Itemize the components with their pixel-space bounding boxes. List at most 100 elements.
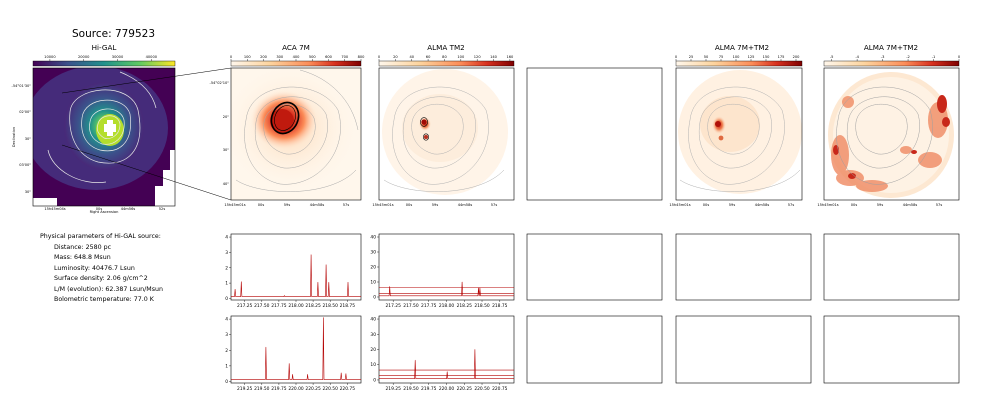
spectrum-x-tick-label: 220.00 (288, 386, 304, 392)
colorbar-tick-label: 100 (244, 55, 252, 59)
zoom-ra-tick: 57s (491, 203, 498, 207)
higal-dec-tick: 03'00" (19, 163, 31, 167)
panel-title: Hi-GAL (92, 43, 117, 52)
zoom-connector-top (61, 67, 232, 94)
spectrum-peak (340, 372, 342, 374)
spectrum-x-tick-label: 218.25 (305, 303, 321, 309)
spectrum-frame (378, 233, 515, 301)
zoom-ra-tick: 15h45m01s (669, 203, 690, 207)
dynamic-layer: Hi-GAL ACA 7M ALMA TM2 ALMA 7M+TM2 ALMA 7M+T… (12, 43, 961, 392)
physical-parameters: Physical parameters of Hi-GAL source: Di… (40, 232, 163, 306)
spectrum-y-tick-label: 30 (370, 250, 376, 256)
zoom-dec-tick: -54°02'10" (210, 81, 230, 85)
spectrum-peak (284, 295, 285, 296)
spectrum-x-tick-label: 218.00 (288, 303, 304, 309)
empty-spectrum-panel (823, 315, 960, 384)
empty-spectrum-panel (823, 233, 960, 301)
higal-dec-tick: -54°01'30" (12, 84, 32, 88)
spectrum-x-tick-label: 218.50 (474, 303, 490, 309)
info-line: Mass: 648.8 Msun (54, 254, 111, 261)
spectrum-peak (479, 287, 481, 289)
spectrum-x-tick-label: 217.50 (403, 303, 419, 309)
spectrum-y-tick-label: 0 (373, 295, 376, 301)
colorbar-tick-label: 20000 (78, 55, 90, 59)
spectrum-peak (288, 363, 290, 364)
higal-dec-tick: 30" (25, 137, 32, 141)
spectrum-peak (389, 286, 390, 287)
zoom-dec-tick: 40" (223, 182, 230, 186)
zoom-connector-bottom (61, 144, 232, 201)
spectrum-x-tick-label: 218.50 (323, 303, 339, 309)
higal-y-label: Declination (12, 127, 16, 147)
spectrum-x-tick-label: 220.50 (323, 386, 339, 392)
colorbar-tick-label: 125 (748, 55, 755, 59)
spectrum-x-tick-label: 220.50 (474, 386, 490, 392)
zoom-dec-tick: 30" (223, 148, 230, 152)
colorbar-tick-label: 700 (341, 55, 349, 59)
colorbar-tick-label: 20 (393, 55, 398, 59)
zoom-ra-tick: 44m58s (755, 203, 770, 207)
colorbar-tick-label: 160 (506, 55, 514, 59)
spectrum-line (379, 281, 514, 297)
spectrum-x-tick-label: 220.25 (305, 386, 321, 392)
colorbar-tick-label: 30000 (112, 55, 124, 59)
spectrum-x-tick-label: 220.75 (340, 386, 356, 392)
colorbar-tick-label: 500 (309, 55, 317, 59)
spectrum-y-tick-label: 40 (370, 317, 376, 323)
panel-title: ALMA TM2 (427, 43, 465, 52)
spectrum-y-tick-label: 3 (225, 332, 228, 338)
spectrum-x-tick-label: 219.50 (403, 386, 419, 392)
higal-dec-tick: 30" (25, 190, 32, 194)
higal-x-label: Right Ascension (90, 210, 119, 214)
zoom-ra-tick: 00s (851, 203, 858, 207)
info-line: Luminosity: 40476.7 Lsun (54, 264, 135, 272)
colorbar-tick-label: 0 (675, 55, 678, 59)
empty-spectrum-panel (526, 315, 663, 384)
spectrum-y-tick-label: 1 (225, 363, 228, 369)
colorbar-tick-label: 200 (793, 55, 801, 59)
colorbar-tick-label: 50 (704, 55, 709, 59)
higal-ra-tick: 00s (96, 207, 103, 211)
zoom-ra-tick: 44m58s (458, 203, 473, 207)
spectrum-x-tick-label: 219.75 (421, 386, 437, 392)
higal-ra-tick: 52s (159, 207, 166, 211)
spectrum-x-tick-label: 219.25 (237, 386, 253, 392)
spectrum-y-tick-label: 1 (225, 281, 228, 287)
spectrum-peak (241, 281, 242, 282)
spectrum-x-tick-label: 217.75 (271, 303, 287, 309)
spectrum-peak (310, 254, 312, 255)
spectrum-y-tick-label: 2 (225, 265, 228, 271)
zoom-ra-tick: 15h45m01s (372, 203, 393, 207)
spectrum-x-tick-label: 218.75 (340, 303, 356, 309)
spectrum-peak (307, 374, 308, 375)
info-line: Distance: 2580 pc (54, 243, 112, 251)
zoom-ra-tick: 57s (936, 203, 943, 207)
spectrum-line (231, 254, 361, 297)
colorbar-tick-label: 150 (763, 55, 771, 59)
spectrum-peak (328, 282, 330, 283)
panel-title: ALMA 7M+TM2 (715, 43, 769, 52)
spectrum-peak (414, 359, 416, 361)
spectrum-peak (461, 281, 463, 283)
info-line: L/M (evolution): 62.387 Lsun/Msun (54, 285, 163, 293)
zoom-ra-tick: 57s (788, 203, 795, 207)
spectrum-y-tick-label: 20 (370, 265, 376, 271)
spectrum-y-tick-label: 10 (370, 362, 376, 368)
spectrum-peak (234, 289, 236, 290)
zoom-dec-tick: 20" (223, 115, 230, 119)
colorbar-tick-label: 40 (409, 55, 414, 59)
spectrum-y-tick-label: 2 (225, 348, 228, 354)
colorbar-tick-label: -4 (855, 55, 859, 59)
combined-panel (675, 60, 803, 201)
colorbar-tick-label: 175 (778, 55, 785, 59)
zoom-ra-tick: 59s (877, 203, 884, 207)
zoom-ra-tick: 00s (703, 203, 710, 207)
spectrum-frame (230, 233, 362, 301)
higal-ra-tick: 44m56s (121, 207, 136, 211)
spectrum-peak (325, 264, 327, 265)
colorbar-tick-label: 140 (490, 55, 498, 59)
source-title: Source: 779523 (72, 28, 156, 40)
spectrum-y-tick-label: 30 (370, 332, 376, 338)
zoom-ra-tick: 15h45m01s (224, 203, 245, 207)
spectrum-peak (446, 371, 448, 372)
